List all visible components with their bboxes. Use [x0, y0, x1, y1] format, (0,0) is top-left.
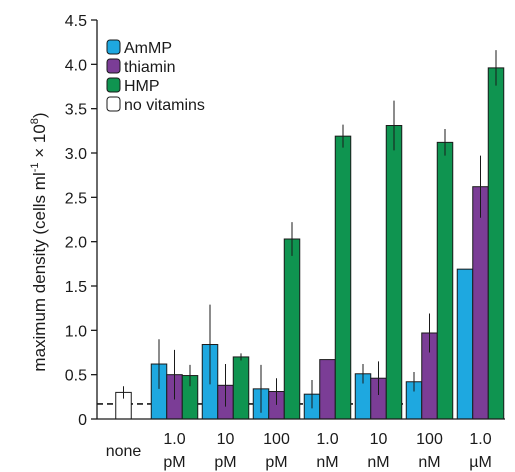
- y-tick-label: 2.5: [65, 190, 87, 207]
- y-tick-label: 0: [78, 412, 87, 429]
- legend-swatch-thiamin: [106, 58, 121, 74]
- bar-HMP-6: [436, 141, 454, 420]
- bar-HMP-3: [283, 238, 301, 420]
- x-tick-label-unit: pM: [265, 454, 287, 471]
- legend-swatch-AmMP: [106, 39, 121, 55]
- y-tick-label: 4.5: [65, 13, 87, 30]
- x-tick-label-unit: pM: [214, 454, 236, 471]
- legend-label-HMP: HMP: [124, 78, 160, 95]
- bar-HMP-2: [232, 356, 250, 420]
- legend-swatch-no-vitamins: [106, 96, 121, 112]
- y-tick-label: 3.0: [65, 146, 87, 163]
- legend-label-thiamin: thiamin: [124, 59, 176, 76]
- x-tick-label: 100: [416, 431, 443, 448]
- y-axis: 0 0.5 1.0 1.5 2.0 2.5 3.0 3.5 4.0 4.5: [65, 13, 98, 429]
- x-tick-label-unit: µM: [469, 454, 492, 471]
- legend-swatch-HMP: [106, 77, 121, 93]
- legend-label-AmMP: AmMP: [124, 40, 172, 57]
- y-tick-label: 2.0: [65, 235, 87, 252]
- legend-label-no-vitamins: no vitamins: [124, 97, 205, 114]
- bar-HMP-4: [334, 135, 352, 420]
- x-axis: none 1.0 pM 10 pM 100 pM 1.0 nM 10 nM 100 nM 1.0 µM: [97, 418, 505, 471]
- legend: AmMP thiamin HMP no vitamins: [106, 39, 205, 114]
- x-tick-label: 10: [370, 431, 388, 448]
- x-tick-label: 10: [217, 431, 235, 448]
- bar-HMP-5: [385, 125, 403, 420]
- bars: [115, 50, 505, 420]
- x-tick-label-unit: nM: [316, 454, 338, 471]
- bar-AmMP-7: [456, 268, 474, 420]
- bar-thiamin-7: [472, 186, 489, 420]
- x-tick-label-unit: nM: [367, 454, 389, 471]
- x-tick-label-unit: pM: [163, 454, 185, 471]
- x-tick-label: 100: [263, 431, 290, 448]
- x-tick-label: none: [106, 443, 142, 460]
- y-axis-label: maximum density (cells ml-1 × 108): [29, 112, 49, 371]
- y-tick-label: 1.0: [65, 323, 87, 340]
- y-tick-label: 4.0: [65, 57, 87, 74]
- y-tick-label: 1.5: [65, 279, 87, 296]
- y-tick-label: 3.5: [65, 102, 87, 119]
- x-tick-label-unit: nM: [418, 454, 440, 471]
- y-tick-label: 0.5: [65, 368, 87, 385]
- bar-thiamin-4: [319, 359, 336, 420]
- x-tick-label: 1.0: [469, 431, 491, 448]
- x-tick-label: 1.0: [163, 431, 185, 448]
- x-tick-label: 1.0: [316, 431, 338, 448]
- bar-HMP-7: [487, 67, 505, 420]
